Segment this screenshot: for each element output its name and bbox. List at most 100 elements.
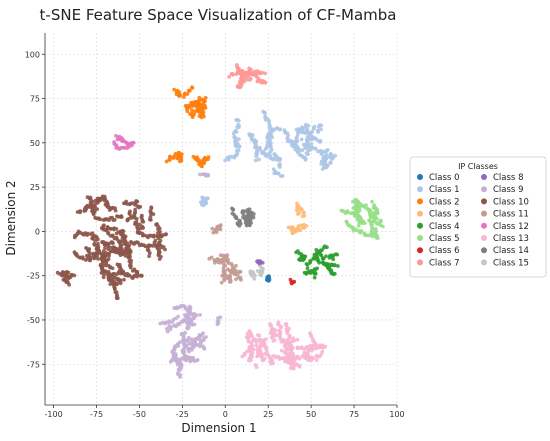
data-point — [302, 355, 307, 360]
data-point — [278, 162, 282, 167]
data-point — [55, 270, 60, 275]
data-point — [240, 354, 245, 359]
data-point — [66, 276, 71, 281]
data-point — [222, 272, 227, 276]
data-point — [179, 159, 184, 163]
data-point — [172, 306, 177, 310]
data-point — [202, 161, 207, 166]
data-point — [251, 337, 256, 342]
data-point — [188, 359, 193, 364]
data-point — [297, 364, 302, 369]
data-point — [251, 347, 256, 352]
data-point — [329, 152, 334, 157]
data-point — [170, 320, 175, 324]
data-point — [114, 134, 118, 138]
data-point — [314, 358, 319, 363]
data-point — [309, 334, 314, 339]
data-point — [295, 145, 300, 150]
data-point — [253, 363, 258, 367]
data-point — [300, 214, 305, 219]
chart-title: t-SNE Feature Space Visualization of CF-… — [40, 6, 397, 24]
data-point — [163, 247, 167, 252]
legend-label: Class 2 — [429, 197, 459, 207]
data-point — [288, 277, 293, 282]
data-point — [198, 172, 202, 177]
y-tick-label: -25 — [27, 272, 40, 281]
data-point — [235, 65, 240, 70]
data-point — [88, 255, 93, 260]
data-point — [125, 217, 130, 222]
data-point — [156, 227, 160, 232]
legend-marker — [481, 174, 487, 180]
data-point — [306, 358, 310, 362]
data-point — [199, 113, 204, 117]
data-point — [215, 319, 220, 324]
data-point — [349, 211, 353, 216]
data-point — [134, 199, 139, 203]
data-point — [229, 72, 234, 76]
data-point — [294, 250, 299, 255]
data-point — [113, 290, 118, 295]
data-point — [176, 92, 181, 96]
data-point — [213, 259, 218, 264]
data-point — [250, 137, 254, 142]
data-point — [229, 270, 234, 275]
data-point — [318, 140, 322, 144]
data-point — [359, 216, 363, 221]
data-point — [104, 261, 109, 265]
y-tick-label: 0 — [35, 227, 40, 236]
data-point — [324, 263, 329, 267]
data-point — [187, 325, 191, 330]
data-point — [263, 114, 268, 119]
data-point — [72, 250, 77, 255]
legend-item-class-4: Class 4 — [417, 222, 459, 232]
data-point — [128, 265, 133, 270]
series-class-12 — [112, 134, 136, 151]
data-point — [256, 259, 261, 263]
data-point — [194, 102, 198, 107]
data-point — [168, 154, 172, 159]
series-class-0 — [265, 274, 272, 283]
data-point — [99, 266, 104, 271]
data-point — [264, 349, 269, 354]
data-point — [287, 340, 292, 345]
series-class-14 — [230, 206, 256, 228]
legend-item-class-7: Class 7 — [417, 258, 459, 268]
data-point — [166, 320, 171, 325]
data-point — [283, 322, 288, 327]
data-point — [176, 322, 181, 327]
data-point — [264, 337, 268, 341]
data-point — [287, 326, 291, 331]
data-point — [129, 240, 133, 244]
data-point — [375, 217, 379, 221]
data-point — [319, 123, 324, 128]
data-point — [80, 255, 85, 259]
legend-item-class-14: Class 14 — [481, 246, 529, 256]
data-point — [367, 218, 371, 223]
legend-title: IP Classes — [458, 162, 498, 171]
data-point — [96, 257, 100, 261]
data-point — [188, 312, 193, 316]
data-point — [92, 243, 97, 247]
data-point — [312, 124, 317, 129]
legend-marker — [417, 235, 423, 241]
data-point — [167, 158, 172, 162]
data-point — [112, 140, 116, 144]
y-axis-label: Dimension 2 — [4, 180, 18, 255]
legend-marker — [417, 222, 423, 229]
data-point — [205, 196, 210, 201]
data-point — [120, 139, 124, 143]
data-point — [277, 328, 282, 333]
data-point — [269, 355, 274, 360]
data-point — [324, 254, 328, 259]
data-point — [88, 232, 93, 237]
data-point — [380, 224, 385, 229]
data-point — [265, 277, 269, 282]
legend-label: Class 10 — [493, 197, 529, 207]
data-point — [331, 257, 336, 262]
data-point — [147, 244, 152, 248]
data-point — [255, 269, 260, 273]
data-point — [375, 236, 380, 241]
data-point — [178, 375, 182, 379]
data-point — [295, 346, 300, 351]
